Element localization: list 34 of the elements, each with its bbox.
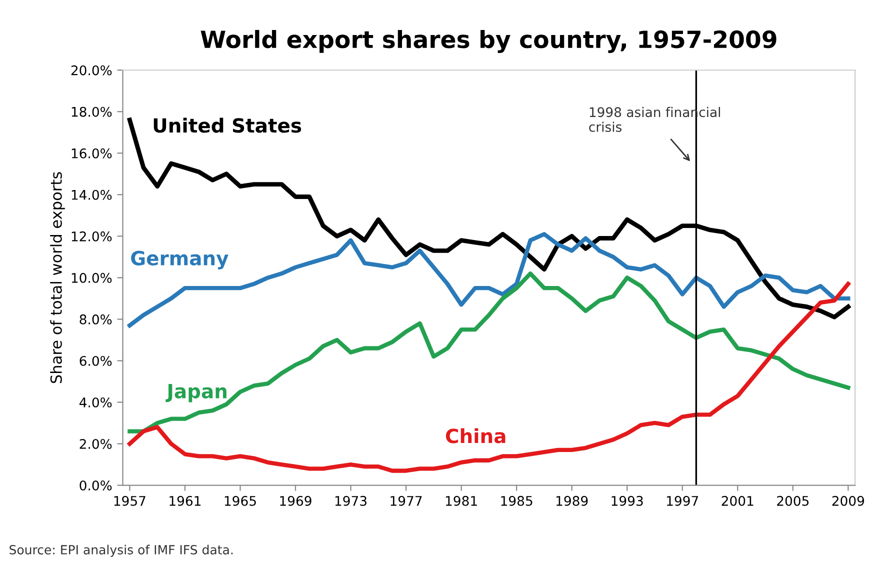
line-series [128, 282, 850, 473]
x-tick-label: 1957 [114, 496, 146, 506]
y-tick-label: 12.0% [72, 231, 112, 242]
x-tick-label: 2001 [722, 496, 754, 506]
y-tick-label: 10.0% [72, 272, 112, 283]
x-tick-label: 2009 [832, 496, 864, 506]
y-tick-label: 20.0% [71, 65, 112, 76]
x-tick-label: 1989 [556, 496, 588, 506]
x-tick-label: 1981 [446, 496, 477, 506]
x-tick-label: 1977 [390, 496, 422, 506]
y-tick-label: 14.0% [72, 190, 112, 200]
x-tick-label: 1961 [170, 496, 201, 506]
y-tick-label: 6.0% [80, 356, 112, 366]
y-tick-label: 4.0% [79, 397, 112, 408]
x-tick-label: 1985 [501, 496, 532, 506]
series-label: China [446, 428, 506, 444]
y-axis-title: Share of total world exports [50, 172, 65, 384]
y-tick-label: 16.0% [72, 148, 112, 158]
x-tick-label: 1973 [335, 496, 366, 506]
x-tick-label: 1969 [280, 496, 312, 506]
y-tick-label: 8.0% [80, 314, 112, 324]
y-tick-label: 18.0% [72, 106, 112, 117]
series-label: Japan [166, 384, 226, 402]
series-label: United States [154, 118, 302, 133]
y-tick-label: 0.0% [80, 480, 112, 490]
x-tick-label: 1997 [667, 496, 698, 506]
line-series [128, 232, 850, 328]
y-tick-label: 2.0% [80, 438, 112, 449]
source-note: Source: EPI analysis of IMF IFS data. [10, 544, 233, 557]
x-tick-label: 1965 [224, 496, 256, 506]
chart-title: World export shares by country, 1957-2009 [200, 30, 776, 53]
x-tick-label: 1993 [612, 496, 643, 506]
series-label: Germany [131, 250, 228, 270]
x-tick-label: 2005 [777, 496, 809, 506]
